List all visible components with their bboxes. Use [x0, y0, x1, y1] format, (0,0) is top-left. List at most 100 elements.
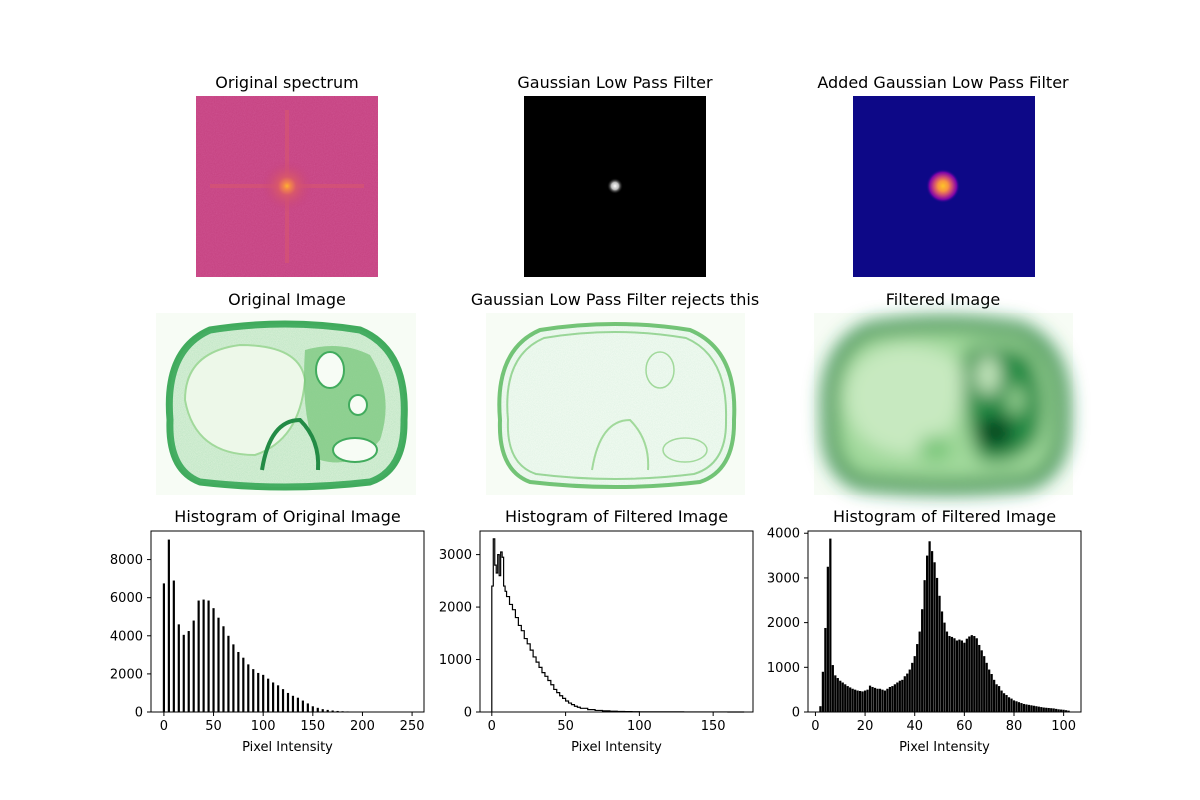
histogram-bar	[970, 635, 973, 712]
rejected-image	[486, 313, 745, 495]
histogram-bar	[1052, 708, 1055, 712]
histogram-bar	[968, 636, 971, 712]
plot-frame	[150, 530, 425, 713]
histogram-bar	[252, 669, 255, 712]
histogram-bar	[187, 631, 190, 712]
histogram-bar	[963, 642, 966, 712]
histogram-bar	[182, 634, 185, 712]
histogram-bar	[839, 680, 842, 712]
histogram-bar	[316, 707, 319, 712]
histogram-bar	[908, 669, 911, 712]
histogram-bar	[1042, 707, 1045, 712]
histogram-bar	[1022, 703, 1026, 712]
plot-frame	[479, 530, 754, 713]
x-tick-label: 0	[488, 719, 496, 734]
x-tick-label: 250	[400, 719, 425, 734]
histogram-bar	[876, 688, 879, 712]
histogram-bar	[1064, 710, 1068, 712]
histogram-bar	[849, 687, 852, 712]
histogram-bar	[901, 679, 904, 712]
histogram-bar	[834, 675, 837, 712]
plot-frame	[807, 530, 1082, 713]
y-tick-label: 4000	[767, 527, 800, 542]
x-tick-label: 50	[205, 719, 222, 734]
histogram-bar	[988, 669, 991, 712]
histogram-bar	[217, 617, 220, 712]
histogram-bar	[940, 611, 944, 712]
histogram-bar	[863, 690, 867, 712]
histogram-bar	[928, 541, 931, 712]
histogram-bar	[237, 651, 240, 712]
y-tick-label: 1000	[439, 653, 472, 668]
histogram-bar	[192, 620, 195, 712]
original-image	[156, 313, 416, 495]
histogram-bar	[222, 626, 225, 712]
histogram-bar	[898, 680, 901, 712]
original-image-title: Original Image	[228, 290, 346, 309]
histogram-bar	[326, 709, 329, 712]
histogram-bar	[177, 624, 180, 712]
histogram-bar	[267, 678, 270, 712]
gaussian-filter-image	[524, 96, 706, 277]
histogram-bar	[965, 638, 968, 712]
histogram-bar	[296, 697, 300, 712]
histogram-bar	[918, 631, 921, 712]
histogram-bar	[1050, 708, 1053, 712]
histogram-bar	[232, 644, 235, 712]
histogram-bar	[933, 562, 936, 712]
x-tick-label: 200	[350, 719, 375, 734]
histogram-bar	[973, 636, 976, 712]
histogram-title: Histogram of Filtered Image	[505, 507, 728, 526]
y-tick-label: 0	[135, 706, 143, 721]
histogram-bar	[1067, 710, 1070, 712]
histogram-bar	[281, 689, 285, 712]
x-tick-label: 20	[857, 719, 874, 734]
filtered-image-title: Filtered Image	[886, 290, 1000, 309]
x-tick-label: 40	[906, 719, 923, 734]
histogram-bar	[953, 638, 956, 712]
histogram-bar	[1032, 705, 1035, 712]
histogram-bar	[1015, 701, 1018, 712]
histogram-bar	[983, 656, 986, 712]
histogram-bar	[1027, 704, 1030, 712]
histogram-bar	[301, 700, 304, 712]
histogram-bar	[995, 684, 998, 712]
histogram-bar	[930, 551, 934, 712]
histogram-bar	[336, 710, 339, 712]
histogram-bar	[257, 672, 260, 712]
filtered-image	[814, 313, 1073, 495]
histogram-bar	[1040, 707, 1043, 712]
rejected-title: Gaussian Low Pass Filter rejects this	[471, 290, 759, 309]
histogram-bar	[923, 580, 926, 712]
histogram-bar	[272, 682, 275, 712]
histogram-original: Histogram of Original Image 0 50 100 150 200 2…	[110, 507, 425, 755]
histogram-bar	[993, 679, 996, 712]
histogram-line	[491, 538, 745, 713]
histogram-title: Histogram of Original Image	[174, 507, 400, 526]
x-tick-label: 100	[1051, 719, 1076, 734]
histogram-bar	[207, 600, 210, 712]
histogram-bar	[836, 678, 839, 712]
histogram-bar	[856, 690, 859, 712]
histogram-bar	[276, 685, 280, 712]
histogram-bar	[958, 639, 961, 712]
histogram-bar	[878, 688, 882, 712]
histogram-bar	[826, 566, 829, 712]
histogram-bar	[913, 656, 916, 712]
histogram-bar	[948, 636, 951, 712]
histogram-bar	[896, 682, 899, 712]
original-spectrum-image	[196, 96, 378, 277]
spectrum-title: Original spectrum	[215, 73, 358, 92]
histogram-bar	[162, 583, 165, 712]
histogram-bar	[911, 662, 914, 712]
histogram-bar	[202, 599, 205, 712]
y-tick-label: 6000	[110, 591, 143, 606]
histogram-bar	[943, 622, 946, 712]
histogram-bar	[1037, 706, 1040, 712]
histogram-bar	[831, 665, 834, 712]
histogram-bar	[935, 577, 939, 712]
histogram-bar	[990, 674, 993, 712]
y-tick-label: 3000	[767, 571, 800, 586]
histogram-bar	[861, 691, 864, 712]
